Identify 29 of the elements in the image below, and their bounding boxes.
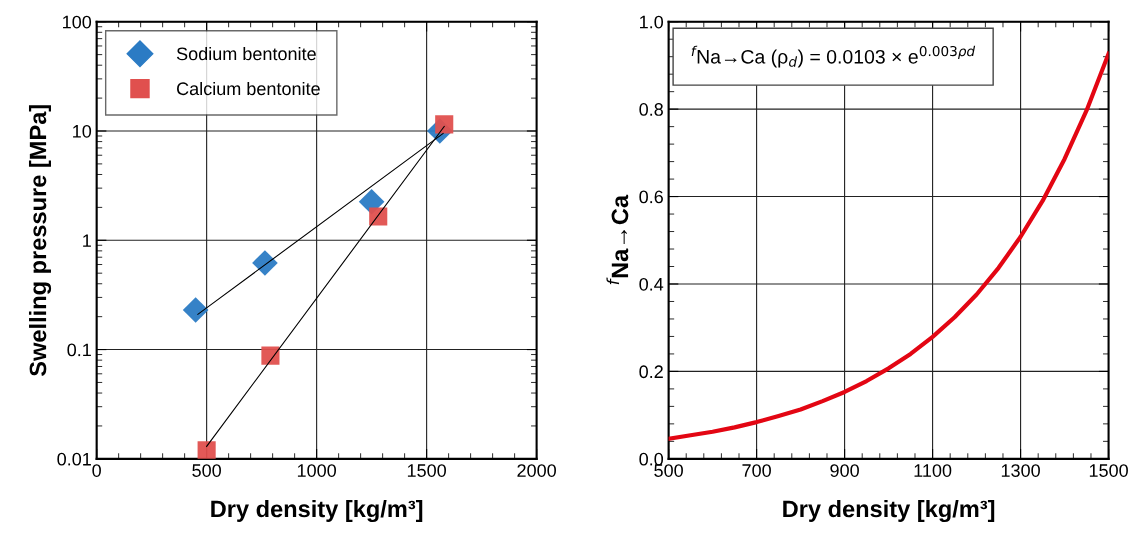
- y-axis-title: Swelling pressure [MPa]: [28, 105, 52, 377]
- x-tick-label: 500: [654, 464, 683, 477]
- x-tick-label: 700: [742, 464, 771, 477]
- x-tick-label: 2000: [517, 464, 556, 477]
- annotation: $^{f}$Na→Ca (ρ$_{d}$) = 0.0103 × e$^{0.003ρd}$: [691, 45, 976, 68]
- x-tick-label: 500: [192, 464, 221, 477]
- y-tick-label: 0.1: [67, 343, 91, 357]
- y-tick-label: 1: [83, 234, 91, 247]
- x-tick-label: 1000: [297, 464, 337, 477]
- x-tick-label: 0: [92, 464, 101, 477]
- y-tick-label: 10: [73, 124, 92, 138]
- x-tick-label: 1300: [1001, 464, 1040, 477]
- y-tick-label: 0.4: [639, 277, 664, 291]
- y-tick-label: 1.0: [640, 15, 664, 29]
- y-axis-title: $^{f}$Na→Ca: [606, 194, 629, 285]
- legend-label: Calcium bentonite: [177, 81, 320, 96]
- x-tick-label: 900: [830, 464, 859, 477]
- x-tick-label: 1100: [914, 464, 952, 477]
- y-tick-label: 0.0: [639, 452, 664, 466]
- x-axis-title: Dry density [kg/m³]: [783, 499, 995, 523]
- y-tick-label: 0.01: [57, 452, 91, 466]
- y-tick-label: 0.8: [639, 103, 663, 116]
- x-axis-title: Dry density [kg/m³]: [211, 499, 423, 523]
- x-tick-label: 1500: [407, 464, 446, 477]
- y-tick-label: 0.6: [639, 190, 663, 204]
- y-tick-label: 0.2: [639, 365, 663, 379]
- y-tick-label: 100: [63, 15, 92, 29]
- x-tick-label: 1500: [1089, 464, 1128, 477]
- legend-label: Sodium bentonite: [176, 47, 316, 61]
